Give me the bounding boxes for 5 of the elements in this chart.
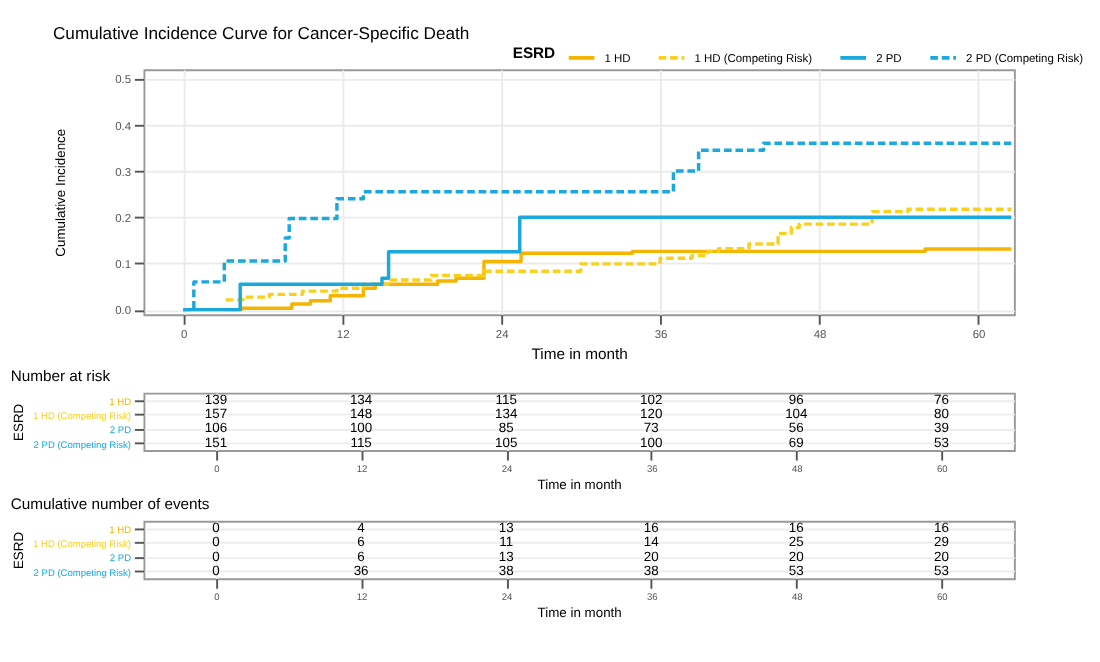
chart-title: Cumulative Incidence Curve for Cancer-Specific Death — [52, 22, 470, 43]
chart-title: Cumulative number of events — [10, 494, 210, 513]
chart-title: Number at risk — [10, 366, 111, 385]
x-axis-title: Time in month — [531, 345, 628, 364]
legend-title: ESRD — [512, 43, 557, 62]
